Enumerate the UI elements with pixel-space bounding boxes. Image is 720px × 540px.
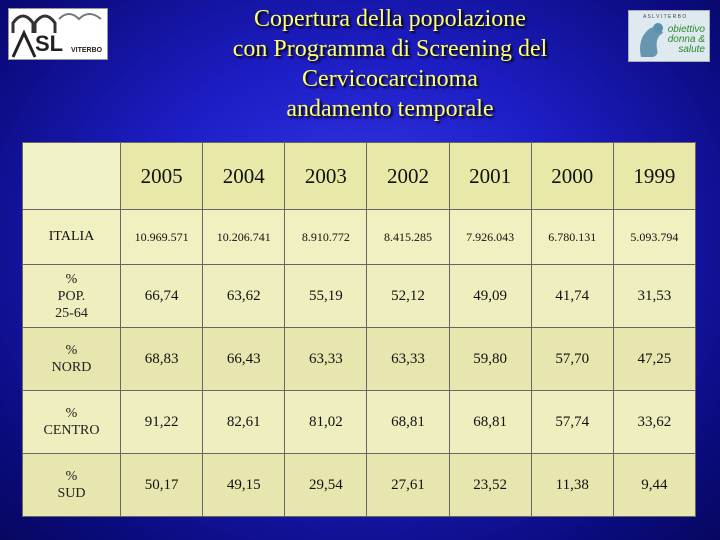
table-cell: 47,25: [612, 327, 697, 391]
table-row-nord: % NORD 68,83 66,43 63,33 63,33 59,80 57,…: [22, 327, 697, 391]
table-cell: 55,19: [284, 264, 368, 328]
header-year: 1999: [612, 142, 697, 210]
row-label: % NORD: [22, 327, 121, 391]
page-title: Copertura della popolazione con Programm…: [170, 4, 610, 124]
row-label-line: SUD: [57, 486, 86, 501]
logo-right-line-1: obiettivo: [667, 24, 705, 35]
table-cell: 11,38: [530, 453, 614, 517]
table-row-italia: ITALIA 10.969.571 10.206.741 8.910.772 8…: [22, 209, 697, 265]
title-line-4: andamento temporale: [286, 96, 494, 122]
table-row-pop: % POP. 25-64 66,74 63,62 55,19 52,12 49,…: [22, 264, 697, 328]
obiettivo-donna-salute-logo: A S L V I T E R B O obiettivo donna & sa…: [628, 10, 710, 62]
table-cell: 81,02: [284, 390, 368, 454]
row-label: % POP. 25-64: [22, 264, 121, 328]
logo-right-line-3: salute: [678, 44, 705, 55]
row-label: % CENTRO: [22, 390, 121, 454]
row-label: % SUD: [22, 453, 121, 517]
table-cell: 27,61: [366, 453, 450, 517]
title-line-3: Cervicocarcinoma: [302, 66, 478, 92]
header-corner-cell: [22, 142, 121, 210]
table-cell: 10.206.741: [202, 209, 286, 265]
table-cell: 8.910.772: [284, 209, 368, 265]
table-cell: 59,80: [448, 327, 532, 391]
table-cell: 68,81: [366, 390, 450, 454]
table-cell: 49,15: [202, 453, 286, 517]
table-cell: 7.926.043: [448, 209, 532, 265]
table-cell: 33,62: [612, 390, 697, 454]
logo-right-header: A S L V I T E R B O: [643, 14, 687, 20]
table-cell: 23,52: [448, 453, 532, 517]
header-year: 2005: [119, 142, 204, 210]
table-cell: 66,43: [202, 327, 286, 391]
row-label-line: %: [65, 271, 78, 287]
table-cell: 63,33: [366, 327, 450, 391]
table-cell: 66,74: [119, 264, 204, 328]
table-cell: 91,22: [119, 390, 204, 454]
logo-right-line-2: donna &: [667, 34, 705, 45]
row-label-line: NORD: [51, 360, 92, 375]
header-year: 2004: [202, 142, 286, 210]
table-cell: 5.093.794: [612, 209, 697, 265]
table-cell: 50,17: [119, 453, 204, 517]
row-label-line: %: [65, 406, 78, 421]
table-cell: 8.415.285: [366, 209, 450, 265]
coverage-table: 2005 2004 2003 2002 2001 2000 1999 ITALI…: [22, 142, 697, 517]
logo-sub-text: VITERBO: [71, 47, 103, 54]
row-label-line: POP.: [57, 288, 86, 304]
table-cell: 41,74: [530, 264, 614, 328]
asl-viterbo-logo: SL VITERBO: [8, 8, 108, 60]
arches-icon: [11, 13, 102, 33]
a-letter-icon: [11, 29, 37, 58]
table-cell: 31,53: [612, 264, 697, 328]
table-cell: 52,12: [366, 264, 450, 328]
header-year: 2001: [448, 142, 532, 210]
logo-right-text: obiettivo donna & salute: [668, 25, 705, 55]
woman-silhouette-icon: [640, 23, 663, 57]
table-cell: 9,44: [612, 453, 697, 517]
row-label-line: 25-64: [55, 305, 88, 321]
table-cell: 63,62: [202, 264, 286, 328]
row-label-line: %: [65, 343, 78, 358]
table-cell: 68,81: [448, 390, 532, 454]
row-label: ITALIA: [22, 209, 121, 265]
table-cell: 57,74: [530, 390, 614, 454]
table-row-sud: % SUD 50,17 49,15 29,54 27,61 23,52 11,3…: [22, 453, 697, 517]
table-cell: 63,33: [284, 327, 368, 391]
table-cell: 10.969.571: [119, 209, 204, 265]
table-cell: 68,83: [119, 327, 204, 391]
row-label-line: %: [65, 469, 78, 484]
title-line-2: con Programma di Screening del: [232, 36, 548, 62]
table-cell: 6.780.131: [530, 209, 614, 265]
header-year: 2003: [284, 142, 368, 210]
table-row-centro: % CENTRO 91,22 82,61 81,02 68,81 68,81 5…: [22, 390, 697, 454]
title-line-1: Copertura della popolazione: [254, 6, 526, 32]
row-label-line: CENTRO: [43, 423, 100, 438]
table-cell: 57,70: [530, 327, 614, 391]
header-year: 2002: [366, 142, 450, 210]
table-cell: 49,09: [448, 264, 532, 328]
table-header-row: 2005 2004 2003 2002 2001 2000 1999: [22, 142, 697, 210]
header-year: 2000: [530, 142, 614, 210]
table-cell: 29,54: [284, 453, 368, 517]
table-cell: 82,61: [202, 390, 286, 454]
logo-brand-text: SL: [35, 31, 64, 56]
